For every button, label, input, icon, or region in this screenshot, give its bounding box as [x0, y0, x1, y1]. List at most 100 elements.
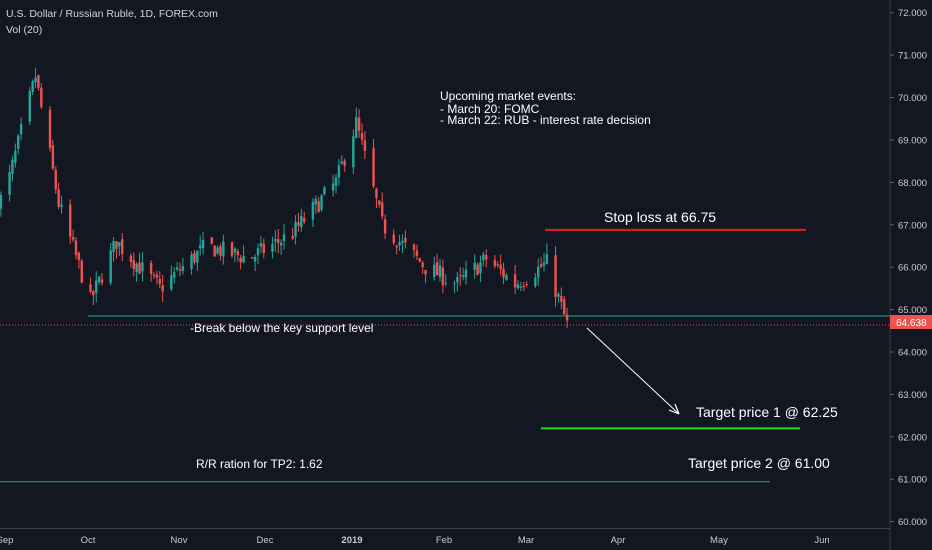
candle-body: [291, 236, 294, 239]
candle-body: [314, 198, 317, 205]
y-tick-label: 65.000: [898, 305, 927, 316]
y-tick-label: 71.000: [898, 51, 927, 62]
candle-body: [297, 222, 300, 226]
time-axis[interactable]: Sep Oct Nov Dec 2019 Feb Mar Apr May Jun: [0, 535, 830, 546]
candle-body: [441, 267, 445, 286]
candle-body: [121, 239, 124, 254]
price-axis[interactable]: 60.000 61.000 62.000 63.000 64.000 65.000 66.0…: [890, 8, 927, 528]
x-tick-label: Apr: [611, 535, 626, 546]
candle-body: [485, 254, 488, 260]
x-tick-label: 2019: [341, 535, 362, 546]
stop-loss-label: Stop loss at 66.75: [604, 209, 716, 225]
candle-body: [149, 262, 153, 275]
y-tick-label: 62.000: [898, 432, 927, 443]
candle-body: [71, 237, 75, 240]
candle-body: [418, 258, 421, 262]
y-tick-label: 67.000: [898, 220, 927, 231]
candle-body: [17, 135, 20, 149]
event-fomc: - March 20: FOMC: [440, 102, 540, 116]
candle-body: [54, 169, 57, 190]
candle-body: [412, 244, 416, 251]
x-tick-label: Jun: [814, 535, 829, 546]
candle-body: [256, 248, 260, 256]
candle-body: [496, 264, 499, 266]
candle-body: [190, 254, 193, 270]
candle-body: [421, 262, 424, 268]
candle-body: [216, 247, 219, 254]
candle-body: [323, 187, 326, 195]
y-tick-label: 72.000: [898, 8, 927, 19]
candle-body: [222, 241, 225, 257]
candle-body: [545, 254, 549, 264]
candle-body: [459, 275, 462, 277]
candle-body: [196, 250, 199, 263]
candle-body: [74, 240, 78, 256]
candle-body: [51, 145, 55, 169]
y-tick-label: 60.000: [898, 517, 927, 528]
x-tick-label: May: [710, 535, 728, 546]
y-tick-label: 63.000: [898, 390, 927, 401]
x-tick-label: Sep: [0, 535, 13, 546]
candle-body: [262, 243, 265, 254]
candle-body: [173, 272, 176, 278]
candle-body: [170, 275, 173, 290]
x-tick-label: Oct: [81, 535, 96, 546]
candle-body: [534, 277, 537, 286]
events-title: Upcoming market events:: [440, 89, 576, 103]
candle-body: [242, 255, 245, 263]
candle-body: [502, 268, 505, 278]
candle-body: [473, 262, 476, 270]
y-tick-label: 61.000: [898, 475, 927, 486]
candle-body: [236, 250, 239, 256]
candle-body: [311, 201, 315, 220]
candle-body: [415, 250, 419, 256]
target2-label: Target price 2 @ 61.00: [688, 455, 830, 471]
candle-body: [479, 262, 482, 274]
chart-title: U.S. Dollar / Russian Ruble, 1D, FOREX.c…: [6, 8, 218, 20]
candle-body: [199, 245, 202, 249]
candle-body: [438, 265, 442, 278]
candle-body: [355, 117, 358, 138]
candle-body: [161, 285, 164, 292]
candle-body: [513, 274, 517, 288]
candle-body: [152, 274, 156, 276]
candle-body: [505, 275, 508, 280]
x-tick-label: Nov: [171, 535, 188, 546]
projection-arrow-head: [668, 403, 680, 415]
candle-body: [0, 194, 3, 209]
candle-body: [213, 245, 216, 257]
candle-body: [343, 160, 346, 166]
candle-body: [40, 87, 43, 107]
last-price-tag: [890, 315, 932, 329]
projection-arrow-line[interactable]: [586, 327, 680, 415]
x-tick-label: Mar: [518, 535, 534, 546]
candle-body: [89, 284, 92, 292]
candle-body: [557, 294, 560, 297]
candle-body: [115, 241, 118, 250]
candle-body: [542, 262, 546, 266]
candle-body: [482, 254, 485, 261]
candle-body: [251, 257, 254, 259]
candle-body: [92, 291, 95, 296]
candle-body: [565, 314, 569, 321]
candle-body: [158, 278, 161, 284]
candle-body: [401, 240, 404, 244]
y-tick-label: 69.000: [898, 135, 927, 146]
candle-body: [77, 252, 81, 261]
candle-body: [363, 140, 367, 151]
candle-body: [539, 264, 543, 267]
candle-body: [554, 255, 557, 298]
candle-body: [381, 202, 384, 217]
candlestick-series: [0, 67, 569, 328]
candle-body: [334, 177, 338, 186]
candle-body: [233, 248, 237, 253]
volume-indicator-label[interactable]: Vol (20): [6, 24, 43, 36]
candle-body: [19, 124, 23, 135]
candle-body: [375, 188, 378, 198]
candle-body: [516, 284, 520, 289]
candle-body: [453, 283, 456, 285]
candle-body: [277, 239, 280, 243]
candle-body: [97, 276, 101, 283]
candle-body: [48, 109, 52, 149]
